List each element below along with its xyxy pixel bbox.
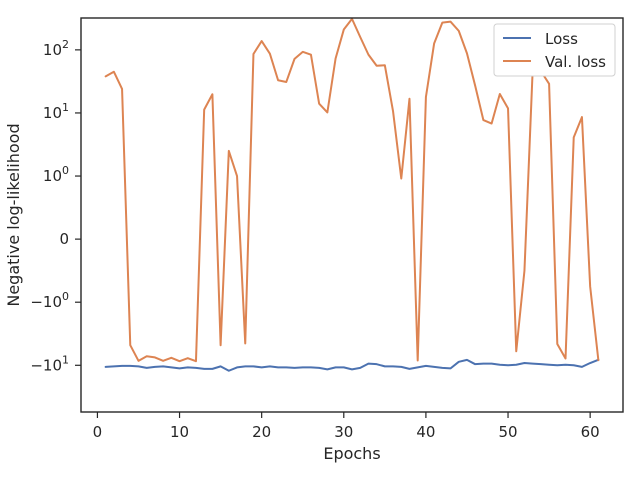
x-tick-label: 50 bbox=[498, 423, 517, 441]
y-tick-label: 0 bbox=[59, 230, 69, 248]
x-tick-label: 40 bbox=[416, 423, 435, 441]
series-line-loss bbox=[104, 358, 600, 372]
plot-frame bbox=[80, 17, 624, 413]
y-axis-label: Negative log-likelihood bbox=[4, 123, 23, 306]
x-tick-label: 20 bbox=[252, 423, 271, 441]
series-layer bbox=[104, 17, 600, 372]
y-tick-label: −100 bbox=[30, 290, 69, 311]
y-tick-label: 101 bbox=[43, 101, 69, 122]
x-tick-label: 60 bbox=[581, 423, 600, 441]
series-line-val-loss bbox=[104, 17, 600, 363]
y-tick-label: 102 bbox=[43, 38, 69, 59]
y-axis: 102 101 100 0 −100 −101 bbox=[30, 38, 81, 374]
legend-label-loss: Loss bbox=[545, 30, 578, 48]
x-axis: 0 10 20 30 40 50 60 bbox=[93, 412, 600, 441]
legend-label-val-loss: Val. loss bbox=[545, 53, 606, 71]
x-tick-label: 0 bbox=[93, 423, 103, 441]
x-axis-label: Epochs bbox=[323, 444, 380, 463]
x-tick-label: 10 bbox=[170, 423, 189, 441]
x-tick-label: 30 bbox=[334, 423, 353, 441]
y-tick-label: 100 bbox=[43, 164, 69, 185]
y-tick-label: −101 bbox=[30, 353, 69, 374]
legend: Loss Val. loss bbox=[493, 23, 616, 77]
